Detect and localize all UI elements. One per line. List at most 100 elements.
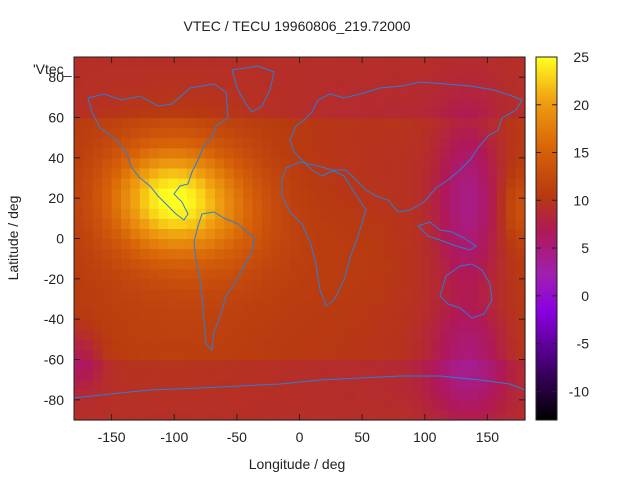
heatmap-cell <box>290 97 301 109</box>
heatmap-cell <box>506 399 517 411</box>
heatmap-cell <box>186 208 197 219</box>
heatmap-cell <box>478 399 489 411</box>
colorbar-tick-label: 25 <box>573 49 589 65</box>
heatmap-cell <box>233 87 244 98</box>
heatmap-cell <box>318 127 329 139</box>
heatmap-cell <box>186 309 197 320</box>
heatmap-cell <box>196 167 207 179</box>
heatmap-cell <box>421 127 432 139</box>
heatmap-cell <box>111 299 122 310</box>
heatmap-cell <box>252 157 263 169</box>
heatmap-cell <box>402 87 413 98</box>
heatmap-cell <box>280 369 291 381</box>
heatmap-cell <box>478 77 489 88</box>
heatmap-cell <box>224 288 235 300</box>
heatmap-cell <box>412 208 423 219</box>
heatmap-cell <box>346 67 357 78</box>
heatmap-cell <box>149 339 160 351</box>
heatmap-cell <box>402 228 413 240</box>
heatmap-cell <box>412 157 423 169</box>
heatmap-cell <box>318 77 329 88</box>
heatmap-cell <box>515 268 526 280</box>
heatmap-cell <box>318 137 329 149</box>
heatmap-cell <box>271 147 282 159</box>
heatmap-cell <box>393 218 404 230</box>
heatmap-cell <box>431 369 442 381</box>
heatmap-cell <box>365 198 376 209</box>
heatmap-cell <box>402 268 413 280</box>
heatmap-cell <box>74 409 84 421</box>
heatmap-cell <box>205 278 216 290</box>
heatmap-cell <box>214 409 225 421</box>
heatmap-cell <box>337 87 348 98</box>
heatmap-cell <box>327 107 338 119</box>
heatmap-cell <box>102 258 113 270</box>
heatmap-cell <box>327 228 338 240</box>
heatmap-cell <box>346 57 357 68</box>
heatmap-cell <box>102 178 113 189</box>
heatmap-cell <box>130 238 141 250</box>
heatmap-cell <box>355 167 366 179</box>
heatmap-cell <box>252 339 263 351</box>
heatmap-cell <box>83 258 94 270</box>
heatmap-cell <box>271 137 282 149</box>
heatmap-cell <box>280 178 291 189</box>
heatmap-cell <box>478 288 489 300</box>
heatmap-cell <box>478 369 489 381</box>
heatmap-cell <box>459 97 470 109</box>
heatmap-cell <box>196 208 207 219</box>
heatmap-cell <box>487 218 498 230</box>
heatmap-cell <box>299 399 310 411</box>
heatmap-cell <box>196 97 207 109</box>
heatmap-cell <box>167 339 178 351</box>
heatmap-cell <box>337 248 348 260</box>
heatmap-cell <box>318 248 329 260</box>
heatmap-cell <box>224 157 235 169</box>
heatmap-cell <box>271 329 282 340</box>
heatmap-cell <box>120 198 131 209</box>
coastlines <box>73 65 526 399</box>
heatmap-cell <box>214 87 225 98</box>
heatmap-cell <box>205 248 216 260</box>
heatmap-cell <box>496 147 507 159</box>
heatmap-cell <box>365 178 376 189</box>
heatmap-cell <box>120 208 131 219</box>
heatmap-cell <box>243 107 254 119</box>
heatmap-cell <box>290 339 301 351</box>
heatmap-cell <box>214 57 225 68</box>
heatmap-cell <box>421 389 432 401</box>
heatmap-cell <box>243 309 254 320</box>
heatmap-cell <box>506 319 517 330</box>
heatmap-cell <box>139 238 150 250</box>
heatmap-cell <box>468 319 479 330</box>
heatmap-cell <box>92 188 103 199</box>
heatmap-cell <box>92 409 103 421</box>
heatmap-cell <box>130 359 141 371</box>
heatmap-cell <box>120 248 131 260</box>
heatmap-cell <box>177 167 188 179</box>
heatmap-cell <box>449 67 460 78</box>
heatmap-cell <box>186 359 197 371</box>
heatmap-cell <box>167 319 178 330</box>
heatmap-cell <box>177 288 188 300</box>
heatmap-cell <box>252 359 263 371</box>
heatmap-cell <box>290 268 301 280</box>
heatmap-cell <box>506 188 517 199</box>
heatmap-cell <box>440 107 451 119</box>
heatmap-cell <box>318 57 329 68</box>
heatmap-cell <box>149 248 160 260</box>
heatmap-cell <box>139 248 150 260</box>
heatmap-cell <box>478 389 489 401</box>
heatmap-cell <box>421 178 432 189</box>
heatmap-cell <box>402 329 413 340</box>
heatmap-cell <box>402 359 413 371</box>
heatmap-cell <box>214 369 225 381</box>
heatmap-cell <box>111 167 122 179</box>
heatmap-cell <box>102 77 113 88</box>
heatmap-cell <box>111 117 122 129</box>
heatmap-cell <box>233 228 244 240</box>
heatmap-cell <box>318 67 329 78</box>
heatmap-cell <box>384 288 395 300</box>
heatmap-cell <box>111 278 122 290</box>
heatmap-cell <box>308 288 319 300</box>
